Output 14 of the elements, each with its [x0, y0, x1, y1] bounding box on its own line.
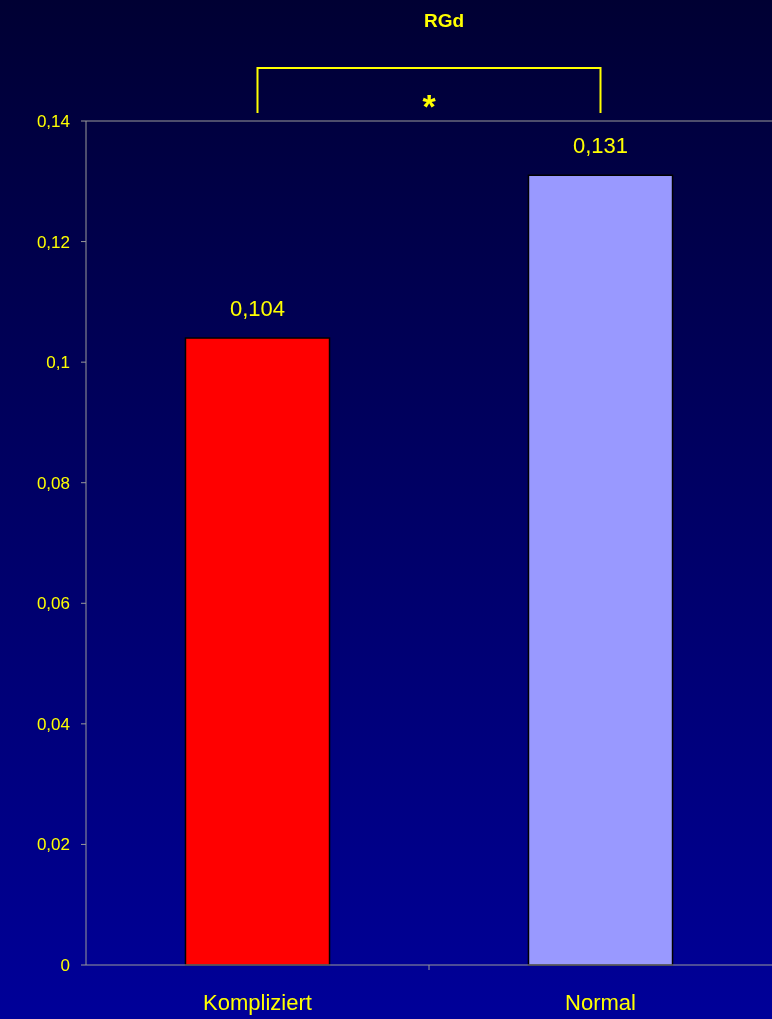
x-tick-label: Normal [565, 990, 636, 1015]
chart-title: RGd [423, 10, 465, 31]
y-tick-label: 0,14 [36, 111, 70, 131]
y-tick-label: 0,1 [46, 353, 70, 373]
annotation: * [422, 87, 437, 125]
y-tick-label: 0,02 [36, 835, 70, 855]
y-tick-label: 0,04 [36, 714, 70, 734]
data-label: 0,104 [229, 296, 286, 322]
y-tick-label: 0 [60, 955, 70, 975]
y-tick-label: 0,06 [36, 594, 70, 614]
y-tick-label: 0,12 [36, 232, 70, 252]
data-label: 0,131 [572, 133, 629, 159]
y-tick-label: 0,08 [36, 473, 70, 493]
x-tick-label: Kompliziert [203, 990, 312, 1015]
